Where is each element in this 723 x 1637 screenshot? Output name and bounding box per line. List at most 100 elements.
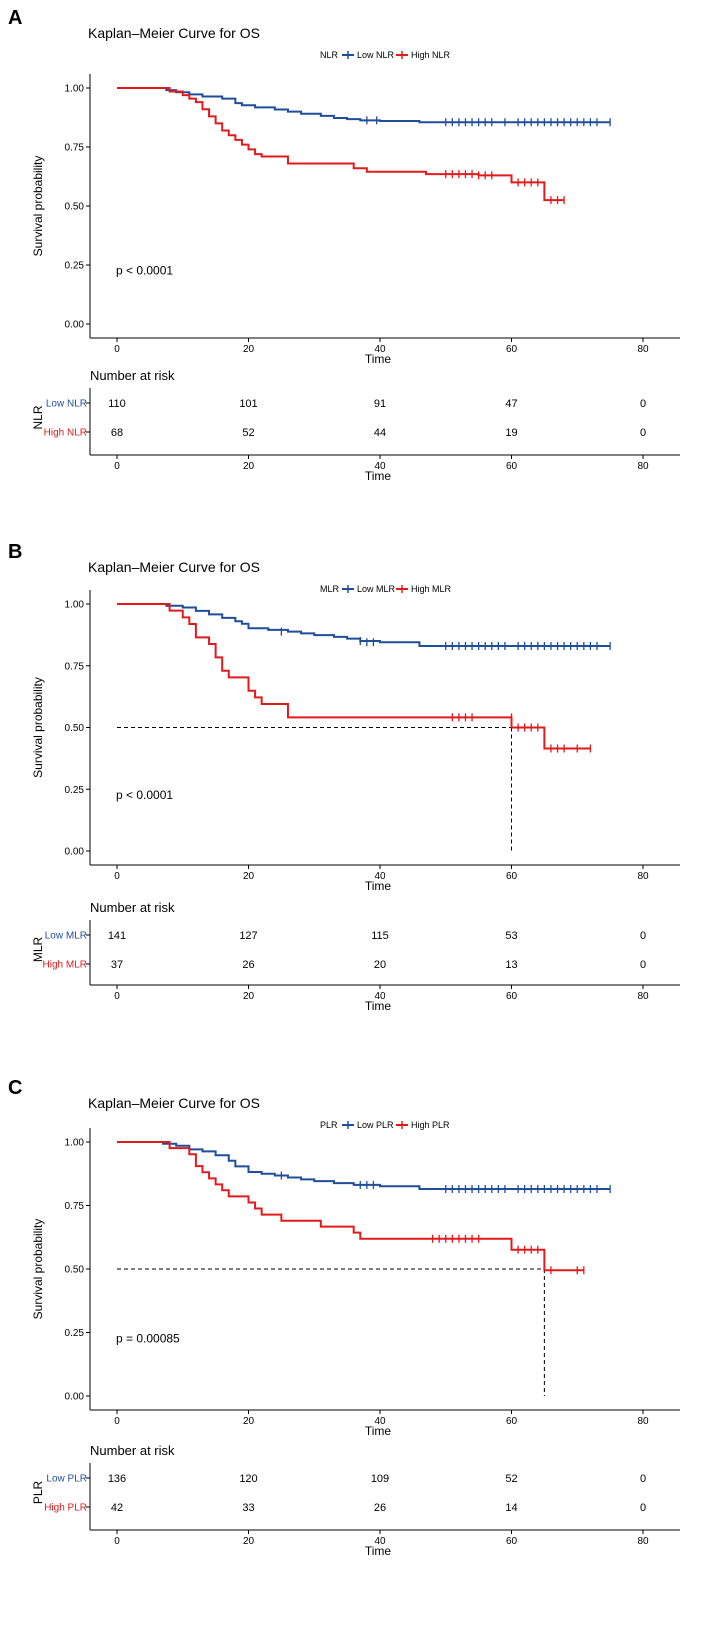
risk-row-label-low: Low PLR [46, 1474, 87, 1485]
risk-count: 141 [108, 930, 126, 942]
panel-a: A Kaplan–Meier Curve for OS NLR Low NLR High… [8, 7, 680, 483]
series-low [117, 1141, 611, 1193]
x-tick-label: 60 [506, 1416, 518, 1427]
x-tick-label: 0 [114, 1416, 120, 1427]
y-tick-label: 0.50 [65, 723, 85, 734]
risk-group-label: MLR [31, 937, 45, 963]
p-value: p = 0.00085 [116, 1332, 180, 1346]
risk-count: 53 [505, 930, 517, 942]
risk-x-tick-label: 60 [506, 461, 518, 472]
y-tick-label: 0.25 [65, 261, 85, 272]
risk-x-axis-title: Time [365, 999, 392, 1013]
risk-count: 91 [374, 398, 386, 410]
risk-count: 52 [505, 1473, 517, 1485]
risk-count: 26 [374, 1502, 386, 1514]
risk-count: 14 [505, 1502, 517, 1514]
risk-count: 109 [371, 1473, 389, 1485]
risk-count: 37 [111, 959, 123, 971]
risk-x-tick-label: 40 [374, 991, 386, 1002]
axes: 0.00 0.25 0.50 0.75 1.00 0 20 40 60 80 Time Surviva… [31, 74, 680, 366]
risk-count: 20 [374, 959, 386, 971]
risk-x-tick-label: 80 [637, 991, 649, 1002]
survival-curve-high [117, 87, 565, 202]
risk-count: 0 [640, 1473, 646, 1485]
survival-curve-low [117, 87, 611, 124]
y-tick-label: 0.25 [65, 1328, 85, 1339]
risk-count: 101 [239, 398, 257, 410]
y-tick-label: 0.25 [65, 785, 85, 796]
risk-count: 0 [640, 930, 646, 942]
risk-group-label: NLR [31, 405, 45, 429]
axes: 0.00 0.25 0.50 0.75 1.00 0 20 40 60 80 Time Surviva… [31, 590, 680, 893]
risk-count: 0 [640, 1502, 646, 1514]
legend-title: NLR [320, 50, 339, 60]
x-tick-label: 40 [374, 344, 386, 355]
risk-group-label: PLR [31, 1480, 45, 1504]
series-low [117, 87, 611, 127]
panel-label: C [8, 1077, 22, 1099]
risk-count: 0 [640, 427, 646, 439]
risk-x-tick-label: 0 [114, 1536, 120, 1547]
y-tick-label: 0.00 [65, 320, 85, 331]
risk-row-label-high: High PLR [44, 1503, 87, 1514]
y-tick-label: 0.00 [65, 847, 85, 858]
x-tick-label: 20 [243, 344, 255, 355]
risk-count: 115 [371, 930, 389, 942]
legend-label-high: High MLR [411, 584, 452, 594]
risk-x-tick-label: 80 [637, 461, 649, 472]
panel-label: B [8, 541, 22, 563]
y-axis-title: Survival probability [31, 156, 45, 257]
y-tick-label: 0.75 [65, 1201, 85, 1212]
y-axis-title: Survival probability [31, 677, 45, 778]
x-tick-label: 20 [243, 1416, 255, 1427]
series-low [117, 603, 611, 650]
risk-table: Number at risk Low MLR 141 127 115 53 0 High ML… [31, 900, 680, 1013]
y-tick-label: 1.00 [65, 1138, 85, 1149]
risk-count: 120 [239, 1473, 257, 1485]
risk-x-tick-label: 20 [243, 991, 255, 1002]
p-value: p < 0.0001 [116, 788, 173, 802]
risk-x-axis-title: Time [365, 469, 392, 483]
risk-table-title: Number at risk [90, 1443, 175, 1458]
risk-count: 52 [242, 427, 254, 439]
chart-title: Kaplan–Meier Curve for OS [88, 559, 260, 575]
x-tick-label: 20 [243, 871, 255, 882]
risk-table-title: Number at risk [90, 900, 175, 915]
chart-title: Kaplan–Meier Curve for OS [88, 1095, 260, 1111]
risk-x-tick-label: 20 [243, 1536, 255, 1547]
y-tick-label: 0.50 [65, 1265, 85, 1276]
risk-count: 0 [640, 959, 646, 971]
y-tick-label: 0.50 [65, 202, 85, 213]
risk-table: Number at risk Low PLR 136 120 109 52 0 High PL… [31, 1443, 680, 1558]
legend-label-low: Low MLR [357, 584, 396, 594]
legend-label-high: High NLR [411, 50, 451, 60]
risk-row-label-high: High MLR [43, 960, 87, 971]
chart-title: Kaplan–Meier Curve for OS [88, 25, 260, 41]
legend-label-high: High PLR [411, 1120, 450, 1130]
risk-x-tick-label: 40 [374, 461, 386, 472]
risk-count: 110 [108, 398, 126, 410]
y-tick-label: 0.75 [65, 143, 85, 154]
risk-count: 44 [374, 427, 386, 439]
x-tick-label: 40 [374, 1416, 386, 1427]
risk-count: 47 [505, 398, 517, 410]
y-tick-label: 1.00 [65, 600, 85, 611]
risk-count: 136 [108, 1473, 126, 1485]
x-tick-label: 0 [114, 344, 120, 355]
survival-curve-low [117, 1141, 611, 1190]
y-tick-label: 0.75 [65, 661, 85, 672]
survival-curve-high [117, 1141, 584, 1272]
legend-title: MLR [320, 584, 340, 594]
legend: MLR Low MLR High MLR [320, 584, 452, 594]
panel-label: A [8, 7, 22, 29]
series-high [117, 603, 592, 753]
risk-count: 0 [640, 398, 646, 410]
risk-count: 26 [242, 959, 254, 971]
risk-x-axis-title: Time [365, 1544, 392, 1558]
legend-label-low: Low PLR [357, 1120, 394, 1130]
risk-row-label-low: Low MLR [45, 931, 87, 942]
risk-count: 33 [242, 1502, 254, 1514]
legend-label-low: Low NLR [357, 50, 395, 60]
risk-count: 42 [111, 1502, 123, 1514]
